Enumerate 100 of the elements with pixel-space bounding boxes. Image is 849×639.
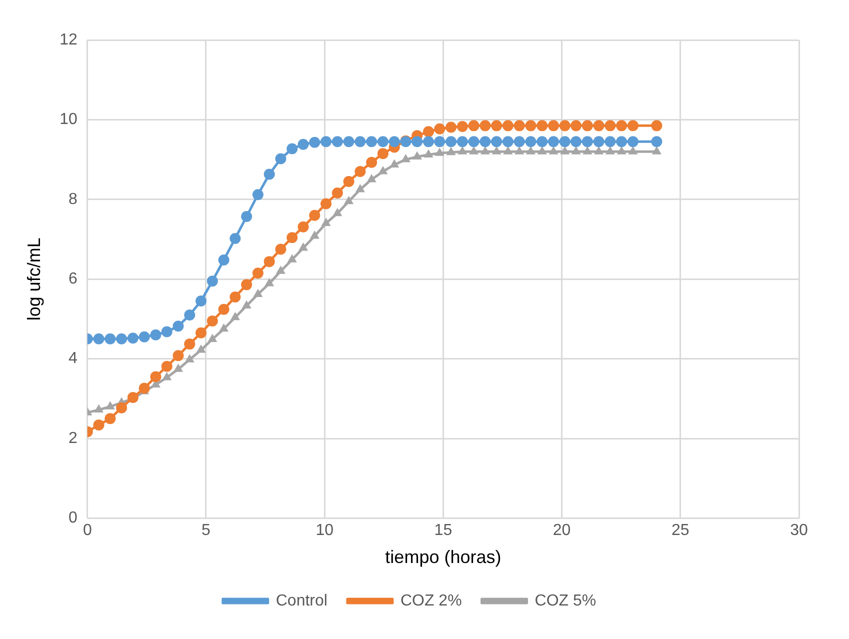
point bbox=[276, 266, 286, 274]
point bbox=[424, 149, 434, 158]
point bbox=[138, 331, 150, 342]
point bbox=[343, 176, 354, 187]
point bbox=[275, 153, 286, 164]
point bbox=[412, 151, 422, 160]
point bbox=[116, 402, 128, 414]
point bbox=[616, 136, 628, 148]
point bbox=[422, 136, 434, 148]
point bbox=[548, 146, 558, 154]
point bbox=[422, 126, 434, 138]
point bbox=[264, 278, 274, 286]
point bbox=[309, 210, 320, 221]
point bbox=[355, 184, 365, 192]
point bbox=[218, 254, 230, 266]
point bbox=[628, 146, 638, 154]
point bbox=[434, 123, 446, 134]
point bbox=[548, 120, 559, 132]
point bbox=[652, 146, 662, 154]
point bbox=[172, 350, 184, 362]
point bbox=[627, 136, 638, 148]
point bbox=[456, 136, 468, 148]
point bbox=[264, 256, 275, 268]
point bbox=[162, 372, 172, 380]
point bbox=[286, 232, 298, 244]
point bbox=[298, 221, 309, 232]
point bbox=[502, 136, 514, 148]
point bbox=[570, 136, 582, 148]
point bbox=[559, 120, 570, 132]
point bbox=[208, 334, 218, 342]
point bbox=[93, 419, 104, 430]
point bbox=[377, 148, 388, 160]
point bbox=[104, 413, 116, 424]
point bbox=[286, 143, 298, 154]
point bbox=[525, 136, 536, 148]
point bbox=[252, 268, 264, 279]
point bbox=[446, 146, 456, 156]
point bbox=[456, 120, 468, 132]
point bbox=[150, 329, 162, 340]
y-tick-label: 4 bbox=[68, 350, 78, 368]
point bbox=[412, 136, 423, 148]
point bbox=[446, 136, 457, 148]
point bbox=[616, 146, 626, 154]
point bbox=[651, 136, 662, 148]
x-tick-label: 5 bbox=[202, 522, 211, 540]
legend-label: COZ 2% bbox=[400, 592, 462, 610]
point bbox=[127, 332, 138, 344]
point bbox=[536, 136, 548, 148]
point bbox=[480, 136, 491, 148]
point bbox=[514, 136, 525, 148]
point bbox=[206, 276, 218, 287]
point bbox=[184, 309, 196, 320]
point bbox=[594, 146, 604, 154]
point bbox=[480, 120, 491, 132]
point bbox=[354, 166, 366, 178]
point bbox=[230, 292, 241, 303]
point bbox=[458, 146, 468, 154]
point bbox=[150, 371, 162, 382]
point bbox=[196, 327, 207, 338]
point bbox=[491, 120, 502, 132]
point bbox=[344, 196, 354, 204]
point bbox=[320, 198, 332, 210]
point bbox=[434, 148, 444, 156]
point bbox=[434, 136, 446, 148]
point bbox=[605, 146, 615, 154]
point bbox=[138, 382, 150, 394]
point bbox=[230, 232, 241, 244]
point bbox=[604, 120, 616, 132]
y-tick-label: 8 bbox=[68, 190, 78, 208]
point bbox=[366, 136, 378, 148]
point bbox=[366, 174, 376, 182]
y-tick-label: 10 bbox=[60, 111, 78, 128]
x-tick-label: 0 bbox=[82, 522, 92, 540]
point bbox=[468, 136, 480, 148]
y-tick-label: 0 bbox=[68, 510, 78, 527]
point bbox=[526, 146, 536, 154]
point bbox=[219, 323, 229, 332]
point bbox=[469, 146, 479, 154]
point bbox=[536, 120, 548, 132]
y-axis-title: log ufc/mL bbox=[24, 238, 44, 321]
point bbox=[298, 138, 309, 150]
point bbox=[570, 120, 582, 132]
point bbox=[627, 120, 638, 132]
point bbox=[537, 146, 547, 154]
point bbox=[320, 136, 332, 148]
point bbox=[514, 120, 525, 132]
x-tick-label: 15 bbox=[434, 522, 452, 540]
point bbox=[582, 136, 593, 148]
point bbox=[252, 189, 264, 200]
point bbox=[241, 279, 252, 290]
legend-label: Control bbox=[276, 592, 328, 610]
point bbox=[582, 146, 592, 154]
point bbox=[310, 230, 320, 239]
point bbox=[196, 296, 207, 307]
point bbox=[525, 120, 536, 132]
point bbox=[446, 122, 457, 133]
point bbox=[253, 288, 263, 297]
point bbox=[354, 136, 366, 148]
point bbox=[242, 300, 252, 309]
point bbox=[172, 320, 184, 332]
